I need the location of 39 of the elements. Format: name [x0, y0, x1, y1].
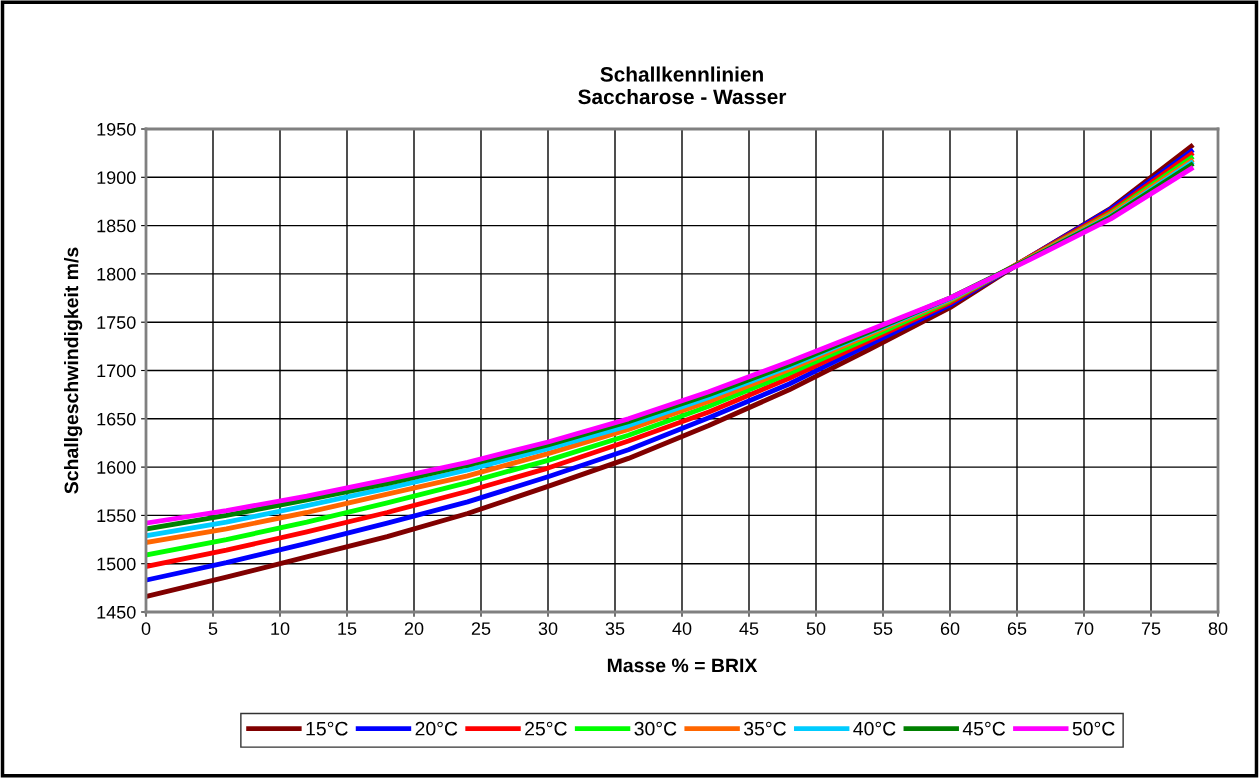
y-tick-label: 1800 — [97, 267, 136, 281]
x-tick-label: 45 — [739, 622, 759, 635]
x-tick-label: 20 — [404, 622, 424, 635]
x-tick-label: 50 — [806, 622, 826, 635]
x-tick-label: 65 — [1007, 622, 1027, 635]
y-tick-label: 1750 — [97, 316, 136, 329]
legend-label: 25°C — [525, 721, 567, 736]
x-tick-label: 15 — [338, 622, 357, 635]
x-tick-label: 30 — [538, 622, 558, 635]
y-tick-label: 1550 — [97, 509, 136, 523]
x-tick-label: 80 — [1208, 622, 1228, 635]
legend-label: 20°C — [415, 721, 458, 736]
y-tick-label: 1850 — [97, 219, 136, 233]
y-tick-label: 1900 — [97, 171, 136, 185]
legend-label: 45°C — [962, 721, 1006, 736]
x-tick-label: 70 — [1074, 622, 1094, 635]
y-axis-title: Schallgeschwindigkeit m/s — [64, 247, 83, 494]
x-tick-label: 25 — [471, 622, 491, 635]
x-tick-label: 40 — [672, 622, 692, 635]
legend-label: 35°C — [743, 721, 786, 736]
chart-title: Schallkennlinien Saccharose - Wasser — [578, 66, 787, 105]
x-tick-label: 35 — [605, 622, 625, 635]
y-tick-label: 1500 — [97, 557, 136, 571]
legend-label: 15°C — [306, 721, 348, 736]
x-tick-label: 5 — [208, 622, 218, 635]
y-tick-label: 1950 — [97, 122, 136, 136]
x-axis-title: Masse % = BRIX — [607, 658, 758, 673]
legend-label: 30°C — [634, 721, 677, 736]
y-tick-label: 1650 — [97, 412, 136, 426]
y-tick-label: 1450 — [97, 605, 136, 619]
legend-label: 40°C — [853, 721, 896, 736]
x-tick-label: 55 — [873, 622, 893, 635]
x-tick-label: 0 — [141, 622, 151, 635]
x-tick-label: 75 — [1141, 622, 1161, 635]
legend-label: 50°C — [1072, 721, 1115, 736]
x-tick-label: 10 — [271, 622, 290, 635]
y-tick-label: 1700 — [97, 364, 136, 378]
x-tick-label: 60 — [940, 622, 960, 635]
y-tick-label: 1600 — [97, 461, 136, 474]
